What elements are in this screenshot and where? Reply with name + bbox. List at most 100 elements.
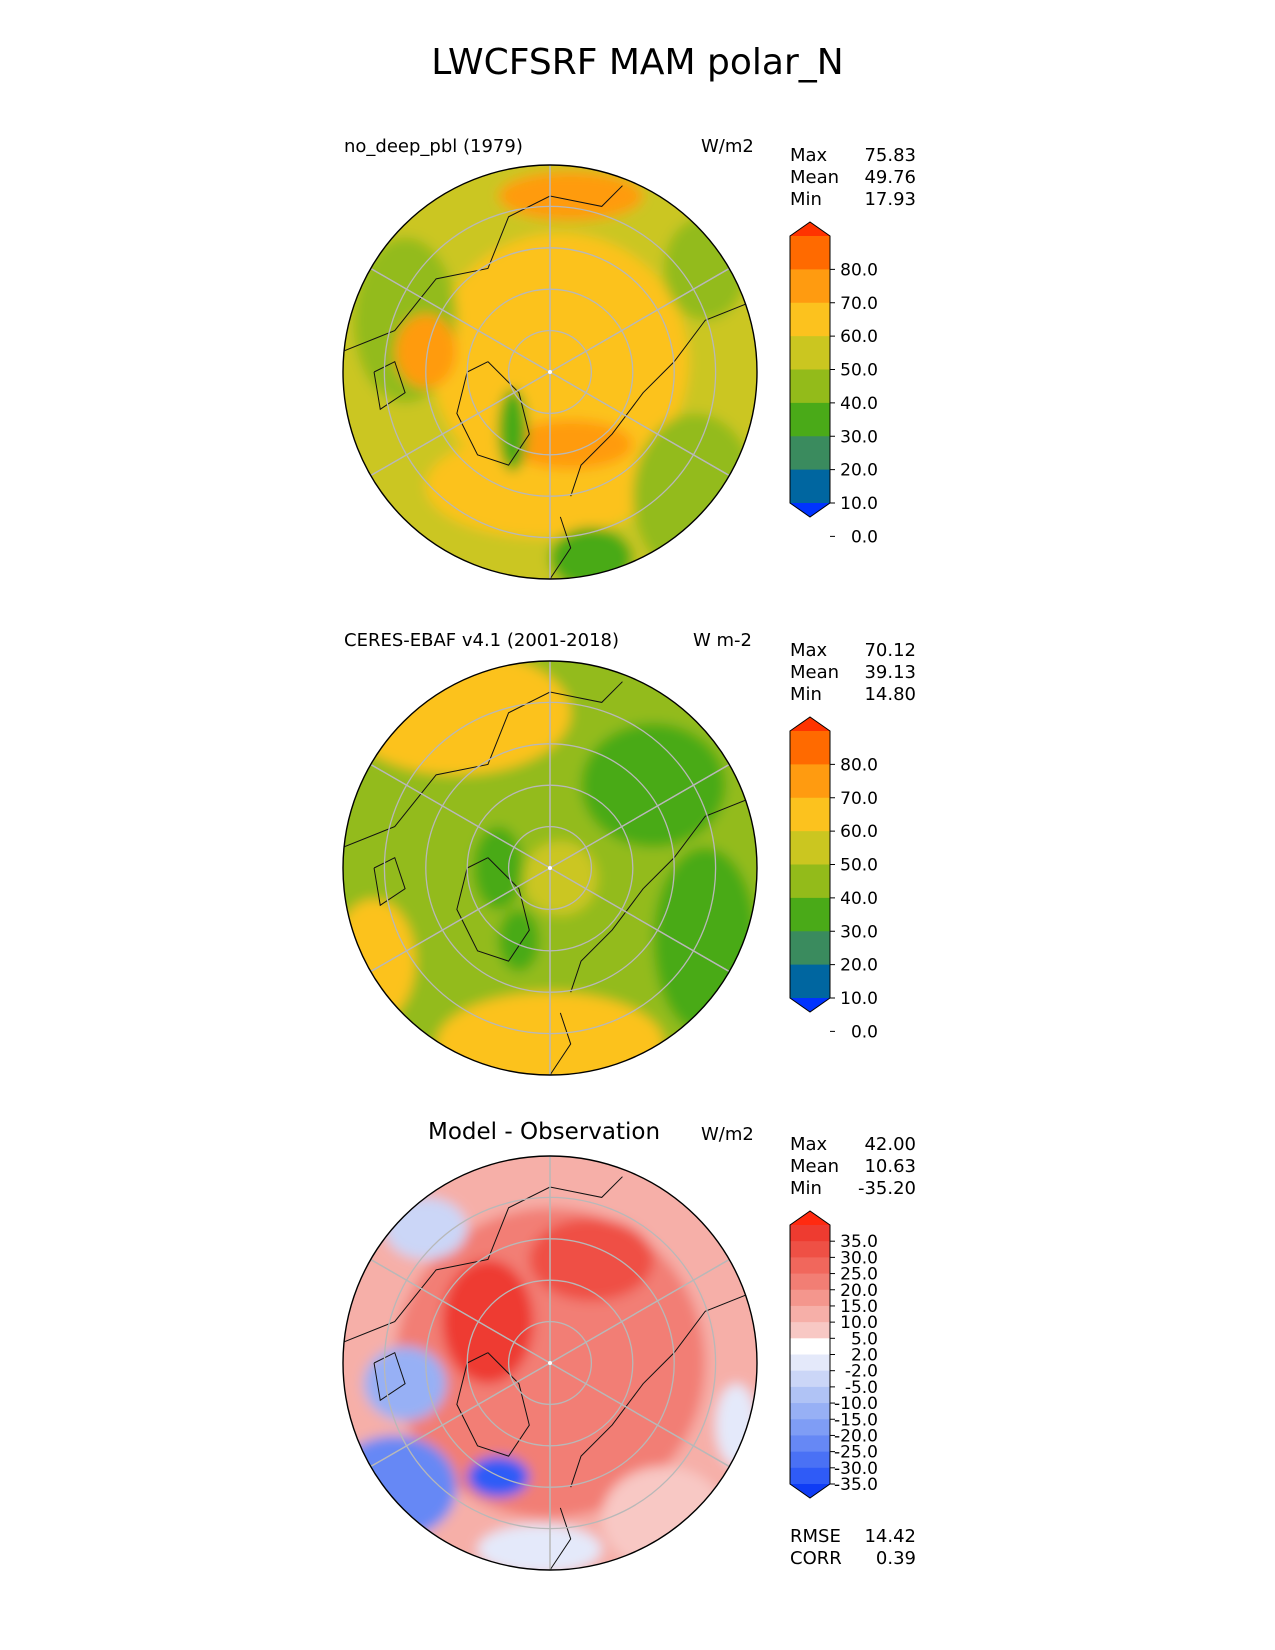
metric-label-rmse: RMSE	[790, 1526, 841, 1547]
colorbar-tick-label: -2.0	[845, 1362, 878, 1382]
colorbar-tick-label: 40.0	[840, 889, 878, 909]
colorbar-segment	[790, 731, 830, 765]
coast-eurasia	[570, 1290, 757, 1488]
field-region	[508, 419, 633, 470]
colorbar-tick-label: 60.0	[840, 327, 878, 347]
colorbar-segment	[790, 336, 830, 370]
colorbar-extend-min	[790, 998, 830, 1012]
colorbar-tick-label: -10.0	[834, 1394, 878, 1414]
coast-greenland	[456, 1352, 530, 1457]
field-region	[394, 314, 457, 389]
field-shading	[343, 1156, 757, 1570]
colorbar-segment	[790, 436, 830, 471]
colorbar-tick-label: -5.0	[845, 1378, 878, 1398]
colorbar-tick-label: 50.0	[840, 856, 878, 876]
colorbar-tick-label: 60.0	[840, 822, 878, 842]
colorbar-segment	[790, 1467, 830, 1485]
panel-1-title: no_deep_pbl (1979)	[344, 136, 523, 157]
metric-label-corr: CORR	[790, 1548, 842, 1569]
figure-title: LWCFSRF MAM polar_N	[431, 42, 844, 83]
map-boundary	[342, 660, 758, 1076]
coast-scandinavia	[549, 516, 572, 579]
colorbar-tick-label: 80.0	[840, 260, 878, 280]
colorbar-tick-label: -35.0	[834, 1475, 878, 1495]
colorbar-segment	[790, 931, 830, 966]
field-region	[632, 413, 757, 579]
coastlines	[343, 681, 757, 1075]
field-shading	[343, 165, 757, 579]
field-region	[432, 233, 689, 490]
colorbar-segment	[790, 369, 830, 404]
colorbar-segment	[790, 402, 830, 437]
colorbar-tick-label: -15.0	[834, 1410, 878, 1430]
coast-eurasia	[570, 299, 757, 497]
colorbar-tick-label: 40.0	[840, 394, 878, 414]
colorbar-tick-label: 10.0	[840, 494, 878, 514]
coastlines	[343, 1176, 757, 1570]
colorbar-tick-label: -30.0	[834, 1459, 878, 1479]
colorbar-segment	[790, 1241, 830, 1258]
colorbar-segment	[790, 1305, 830, 1323]
colorbar-segment	[790, 1289, 830, 1307]
field-region	[343, 899, 416, 1024]
polar-maps	[342, 164, 758, 1571]
stat-value-mean: 10.63	[864, 1156, 916, 1177]
field-region	[343, 1435, 457, 1539]
colorbar-extend-max	[790, 222, 830, 236]
polar-map-3	[342, 1155, 758, 1571]
colorbar-segment	[790, 797, 830, 832]
coast-greenland	[456, 361, 530, 466]
colorbar-segment	[790, 1322, 830, 1339]
colorbar-segment	[790, 864, 830, 899]
pole-marker	[548, 370, 552, 374]
colorbar-tick-label: 20.0	[840, 1281, 878, 1301]
colorbar-tick-label: 30.0	[840, 427, 878, 447]
map-boundary	[342, 164, 758, 580]
colorbar-segment	[790, 1451, 830, 1469]
colorbar-tick-label: 70.0	[840, 789, 878, 809]
stat-value-mean: 39.13	[864, 662, 916, 683]
colorbar-2: 80.0 70.0 60.0 50.0 40.0 30.0 20.0 10.0 0.0	[789, 716, 878, 1042]
field-shading	[343, 661, 757, 1075]
coastlines	[343, 185, 757, 579]
colorbar-segment	[790, 1419, 830, 1436]
stat-value-max: 42.00	[864, 1134, 916, 1155]
colorbar-segment	[790, 269, 830, 304]
field-region	[663, 216, 747, 321]
coast-north-america	[343, 1176, 623, 1343]
colorbar-tick-label: 2.0	[851, 1346, 878, 1366]
colorbar-segment	[790, 1273, 830, 1291]
stat-label-max: Max	[790, 640, 828, 661]
metric-value-rmse: 14.42	[864, 1526, 916, 1547]
coast-eurasia	[570, 795, 757, 993]
colorbar-extend-max	[790, 1211, 830, 1225]
panel-2-title: CERES-EBAF v4.1 (2001-2018)	[344, 630, 620, 651]
field-region	[467, 1456, 530, 1498]
colorbar-tick-label: 15.0	[840, 1297, 878, 1317]
colorbar-extend-min	[790, 503, 830, 517]
stat-value-max: 70.12	[864, 640, 916, 661]
panel-3-units: W/m2	[701, 1124, 754, 1145]
panel-2-units: W m-2	[693, 630, 753, 651]
stat-value-min: 17.93	[864, 189, 916, 210]
coast-hudson	[373, 360, 406, 411]
stat-label-mean: Mean	[790, 1156, 840, 1177]
coast-hudson	[373, 856, 406, 907]
colorbar-segment	[790, 1386, 830, 1404]
colorbar-segment	[790, 236, 830, 270]
field-region	[498, 388, 528, 472]
panel-1-units: W/m2	[701, 136, 754, 157]
stat-label-max: Max	[790, 145, 828, 166]
coast-north-america	[343, 681, 623, 848]
map-boundary	[342, 1155, 758, 1571]
colorbar-segment	[790, 302, 830, 337]
colorbar-tick-label: 70.0	[840, 294, 878, 314]
metric-value-corr: 0.39	[875, 1548, 916, 1569]
field-region	[477, 1524, 602, 1570]
colorbar-segment	[790, 1257, 830, 1275]
pole-marker	[548, 1361, 552, 1365]
stat-label-mean: Mean	[790, 167, 840, 188]
coast-greenland	[456, 857, 530, 962]
colorbar-tick-label: 10.0	[840, 1313, 878, 1333]
